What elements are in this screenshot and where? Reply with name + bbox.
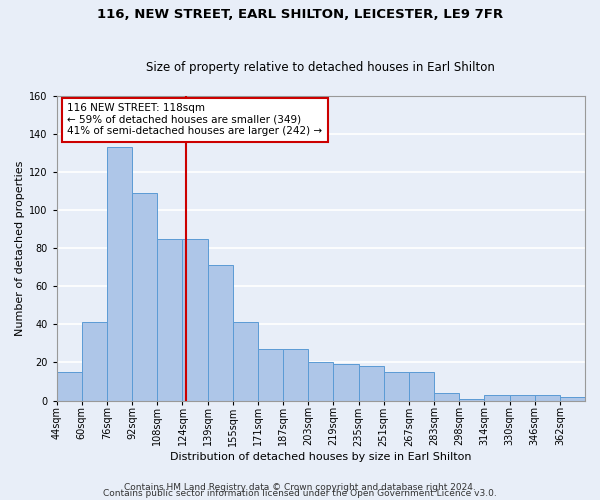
Bar <box>509 395 535 400</box>
Text: Contains public sector information licensed under the Open Government Licence v3: Contains public sector information licen… <box>103 490 497 498</box>
Bar <box>208 265 233 400</box>
Bar <box>233 322 258 400</box>
Bar <box>359 366 384 400</box>
Bar <box>182 238 208 400</box>
Bar <box>283 349 308 401</box>
Bar <box>484 395 509 400</box>
Bar <box>384 372 409 400</box>
Title: Size of property relative to detached houses in Earl Shilton: Size of property relative to detached ho… <box>146 60 495 74</box>
Bar <box>132 193 157 400</box>
Bar <box>535 395 560 400</box>
Bar <box>560 397 585 400</box>
X-axis label: Distribution of detached houses by size in Earl Shilton: Distribution of detached houses by size … <box>170 452 472 462</box>
Bar <box>82 322 107 400</box>
Bar <box>107 147 132 401</box>
Bar <box>434 393 459 400</box>
Bar <box>334 364 359 400</box>
Bar <box>258 349 283 401</box>
Bar <box>56 372 82 400</box>
Text: 116 NEW STREET: 118sqm
← 59% of detached houses are smaller (349)
41% of semi-de: 116 NEW STREET: 118sqm ← 59% of detached… <box>67 103 322 136</box>
Text: Contains HM Land Registry data © Crown copyright and database right 2024.: Contains HM Land Registry data © Crown c… <box>124 484 476 492</box>
Bar <box>409 372 434 400</box>
Text: 116, NEW STREET, EARL SHILTON, LEICESTER, LE9 7FR: 116, NEW STREET, EARL SHILTON, LEICESTER… <box>97 8 503 20</box>
Y-axis label: Number of detached properties: Number of detached properties <box>15 160 25 336</box>
Bar <box>157 238 182 400</box>
Bar <box>308 362 334 401</box>
Bar <box>459 398 484 400</box>
